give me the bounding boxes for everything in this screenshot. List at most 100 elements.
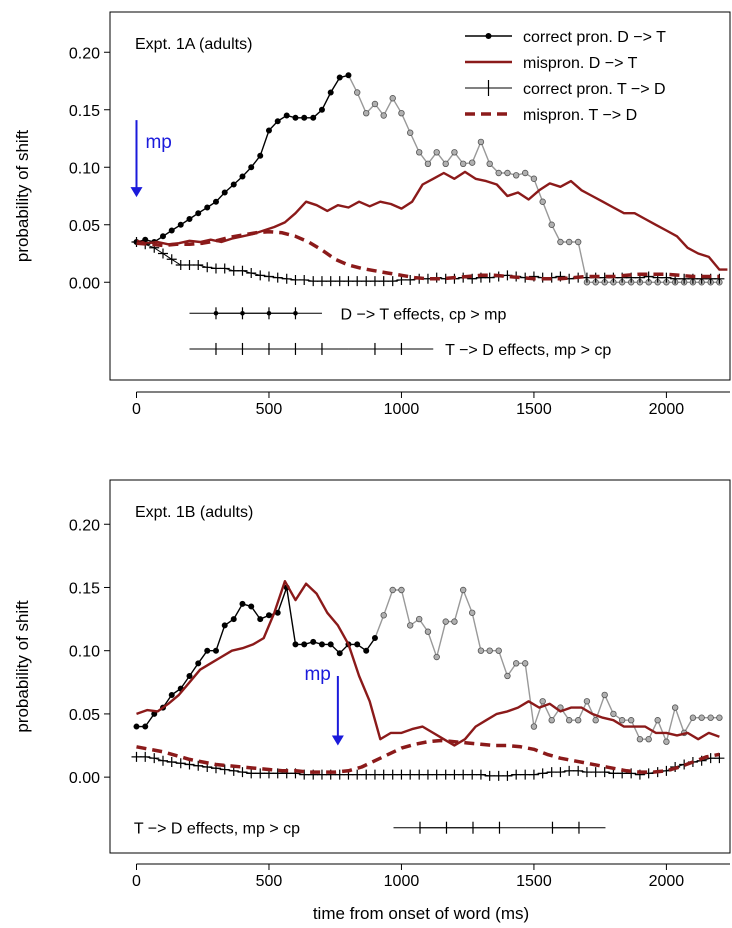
data-point-correct-pron-t-d [573,765,584,776]
effect-point [293,311,298,316]
data-point-correct-pron-d-t [663,738,670,745]
data-point-correct-pron-t-d [272,272,283,283]
data-point-correct-pron-d-t [354,641,361,648]
data-point-correct-pron-d-t [565,238,573,246]
data-point-correct-pron-t-d [237,767,248,778]
data-point-correct-pron-t-d [484,770,495,781]
data-point-correct-pron-d-t [698,714,705,721]
data-point-correct-pron-d-t [565,717,573,724]
data-point-correct-pron-t-d [537,768,548,779]
data-point-correct-pron-d-t [645,736,652,743]
legend-marker-correct-pron-d-t [485,33,492,39]
x-tick-label: 2000 [649,873,685,890]
data-point-correct-pron-t-d [210,263,221,274]
data-point-correct-pron-d-t [459,160,467,167]
data-point-correct-pron-t-d [316,276,327,287]
data-point-correct-pron-t-d [175,758,186,769]
series-line-mispron-d-t [136,170,728,271]
data-point-correct-pron-t-d [528,769,539,780]
data-point-correct-pron-d-t [530,175,538,182]
data-point-correct-pron-t-d [369,276,380,287]
data-point-correct-pron-d-t [301,641,308,648]
data-point-correct-pron-d-t [327,641,334,648]
data-point-correct-pron-d-t [495,647,502,654]
data-point-correct-pron-d-t [221,622,228,629]
data-point-correct-pron-d-t [212,647,219,654]
mp-arrow-head [331,735,344,746]
data-point-correct-pron-d-t [380,112,387,119]
data-point-correct-pron-t-d [193,760,204,771]
data-point-correct-pron-d-t [442,160,449,167]
data-point-correct-pron-t-d [387,769,398,780]
data-point-correct-pron-t-d [378,276,389,287]
data-point-correct-pron-d-t [671,704,679,711]
data-point-correct-pron-t-d [387,276,398,287]
data-point-correct-pron-d-t [159,233,166,240]
data-point-correct-pron-d-t [336,650,343,657]
data-point-correct-pron-d-t [406,622,414,629]
data-point-correct-pron-t-d [714,273,725,284]
data-point-correct-pron-d-t [168,227,175,234]
x-tick-label: 1000 [384,873,420,890]
data-point-correct-pron-d-t [389,95,396,102]
y-axis-label: probability of shift [13,130,32,263]
y-tick-label: 0.00 [69,275,100,292]
panel-title: Expt. 1A (adults) [135,36,252,53]
data-point-correct-pron-t-d [237,265,248,276]
y-axis-label: probability of shift [13,600,32,733]
data-point-correct-pron-t-d [352,769,363,780]
data-point-correct-pron-d-t [168,691,175,698]
y-tick-label: 0.20 [69,45,100,62]
data-point-correct-pron-t-d [255,768,266,779]
data-point-correct-pron-d-t [468,159,476,166]
data-point-correct-pron-d-t [442,618,449,625]
data-point-correct-pron-t-d [643,271,654,282]
data-point-correct-pron-d-t [318,641,325,648]
panel-title: Expt. 1B (adults) [135,504,253,521]
x-tick-label: 500 [256,401,283,418]
data-point-correct-pron-d-t [521,660,529,667]
y-tick-label: 0.05 [69,218,100,235]
data-point-correct-pron-d-t [248,164,255,171]
data-point-correct-pron-t-d [334,276,345,287]
data-point-correct-pron-d-t [530,723,538,730]
data-point-correct-pron-t-d [202,262,213,273]
data-point-correct-pron-d-t [363,109,370,117]
data-point-correct-pron-d-t [142,723,149,730]
data-point-correct-pron-d-t [248,603,255,610]
data-point-correct-pron-t-d [546,767,557,778]
y-tick-label: 0.15 [69,580,100,597]
data-point-correct-pron-d-t [654,717,661,724]
data-point-correct-pron-t-d [414,769,425,780]
data-point-correct-pron-d-t [354,89,361,96]
data-point-correct-pron-d-t [318,106,325,113]
data-point-correct-pron-d-t [195,210,202,217]
data-point-correct-pron-t-d [405,274,416,285]
data-point-correct-pron-t-d [184,260,195,270]
data-point-correct-pron-t-d [378,769,389,780]
data-point-correct-pron-d-t [230,616,237,623]
data-point-correct-pron-t-d [458,769,469,780]
data-point-correct-pron-d-t [221,189,228,196]
data-point-correct-pron-d-t [504,672,511,680]
data-point-correct-pron-t-d [484,272,495,283]
data-point-correct-pron-d-t [336,74,343,81]
data-point-correct-pron-d-t [195,660,202,667]
data-point-correct-pron-d-t [495,169,502,177]
data-point-correct-pron-d-t [451,149,458,156]
data-point-correct-pron-d-t [292,114,299,121]
data-point-correct-pron-d-t [230,181,237,188]
data-point-correct-pron-d-t [636,736,644,743]
data-point-correct-pron-t-d [299,274,310,285]
x-tick-label: 2000 [649,401,685,418]
data-point-correct-pron-t-d [422,769,433,780]
data-point-correct-pron-d-t [477,647,485,654]
data-point-correct-pron-d-t [327,89,334,96]
data-point-correct-pron-d-t [486,160,493,167]
data-point-correct-pron-d-t [707,714,714,721]
data-point-correct-pron-d-t [468,609,476,616]
mp-label: mp [145,132,171,153]
data-point-correct-pron-t-d [263,271,274,282]
data-point-correct-pron-t-d [157,248,168,259]
